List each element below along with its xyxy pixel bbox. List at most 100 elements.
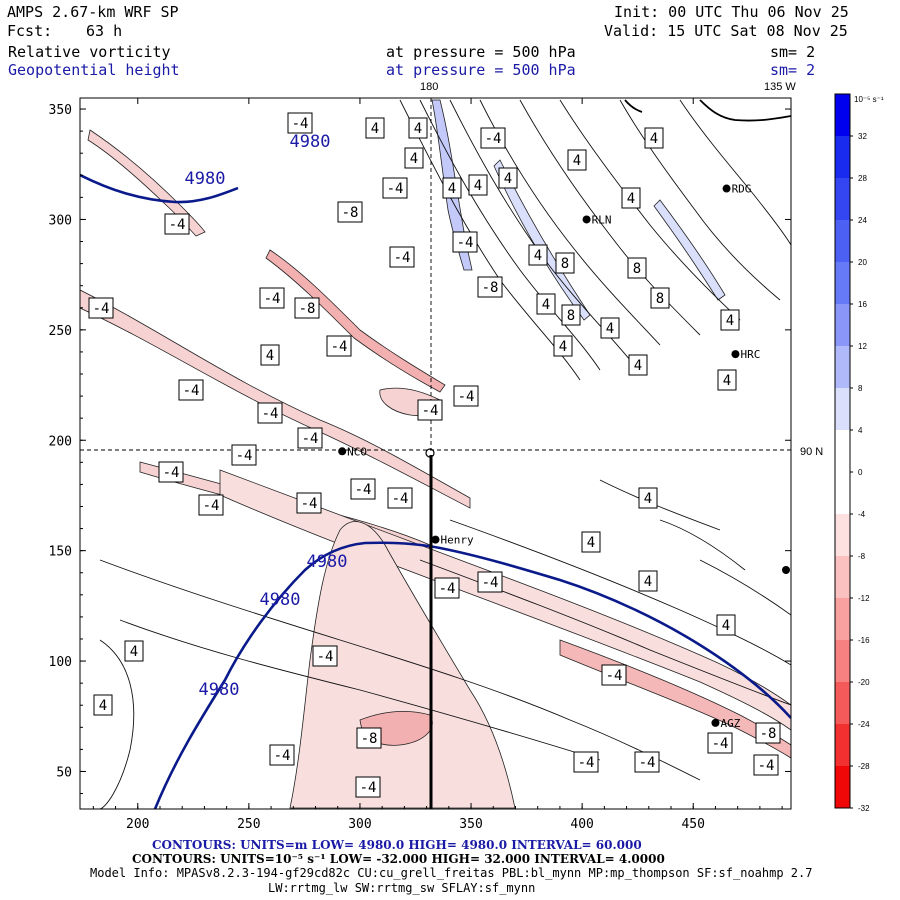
- contour-label: 4: [365, 117, 385, 139]
- contour-label: -4: [287, 112, 313, 134]
- contour-label-value: 4: [644, 574, 652, 590]
- height-contour-south: [153, 541, 791, 809]
- contour-label: -4: [452, 231, 478, 253]
- contour-label-box: [621, 187, 641, 209]
- contour-label: -4: [477, 571, 503, 593]
- station-hrc[interactable]: HRC: [731, 348, 760, 361]
- contour-label-box: [326, 335, 352, 357]
- contour-label: 8: [650, 287, 670, 309]
- contour-label-box: [198, 494, 224, 516]
- contour-label-box: [644, 127, 664, 149]
- contour-label: 4: [408, 117, 428, 139]
- contour-label-box: [389, 246, 415, 268]
- field-vorticity-smoothing: sm= 2: [770, 43, 816, 61]
- contour-label: 8: [627, 257, 647, 279]
- contour-label-value: -4: [93, 301, 110, 317]
- y-tick-label: 100: [49, 655, 72, 670]
- contour-label-value: -4: [163, 465, 180, 481]
- contour-label-box: [498, 167, 518, 189]
- colorbar-tick-label: -28: [858, 762, 870, 771]
- colorbar-tick-label: -24: [858, 720, 870, 729]
- contour-label-box: [561, 304, 581, 326]
- contour-label-box: [638, 570, 658, 592]
- colorbar-tick-label: -32: [858, 804, 870, 813]
- contour-label-box: [296, 492, 322, 514]
- lon-180-label: 180: [420, 81, 438, 93]
- lon-135w-label: 135 W: [764, 81, 796, 93]
- field-vorticity-level: at pressure = 500 hPa: [386, 43, 576, 61]
- contour-label-box: [528, 244, 548, 266]
- contour-label: -8: [337, 201, 363, 223]
- contour-label-value: 4: [130, 644, 138, 660]
- contour-label: -4: [707, 732, 733, 754]
- contour-label: 4: [528, 244, 548, 266]
- contour-label-box: [287, 112, 313, 134]
- station-rln[interactable]: RLN: [582, 213, 612, 226]
- contour-label-value: -4: [331, 339, 348, 355]
- contour-label-value: 4: [573, 153, 581, 169]
- contour-label-box: [93, 694, 113, 716]
- contour-label-box: [753, 754, 779, 776]
- colorbar-tick-label: -4: [858, 510, 866, 519]
- x-tick-label: 300: [348, 817, 371, 832]
- station-dot: [582, 215, 591, 224]
- contour-label-value: -4: [169, 217, 186, 233]
- footer-model-info: Model Info: MPASv8.2.3-194-gf29cd82c CU:…: [90, 866, 813, 880]
- y-tick-label: 250: [49, 324, 72, 339]
- station-dot: [338, 447, 347, 456]
- colorbar-tick-label: -16: [858, 636, 870, 645]
- contour-label: -4: [257, 402, 283, 424]
- contour-label-value: -4: [262, 406, 279, 422]
- contour-label-value: -4: [236, 448, 253, 464]
- vorticity-shading: [80, 99, 791, 809]
- contour-label: 4: [442, 177, 462, 199]
- contour-label-value: 4: [722, 618, 730, 634]
- contour-label: -4: [178, 379, 204, 401]
- colorbar-tick-label: 8: [858, 384, 863, 393]
- station-name: RLN: [592, 213, 612, 226]
- contour-label-box: [365, 117, 385, 139]
- contour-label-value: -4: [274, 748, 291, 764]
- colorbar-tick-label: 24: [858, 216, 867, 225]
- contour-label-box: [452, 231, 478, 253]
- colorbar-tick-label: 28: [858, 174, 867, 183]
- contour-label: 4: [404, 147, 424, 169]
- contour-label-value: 4: [410, 151, 418, 167]
- contour-label-value: -4: [758, 758, 775, 774]
- contour-label-value: 4: [504, 171, 512, 187]
- edge-station-dot: [782, 566, 790, 574]
- contour-label-box: [755, 722, 781, 744]
- shade-lobe-south: [289, 521, 516, 809]
- colorbar-swatch: [835, 598, 850, 641]
- contour-label-value: -4: [355, 482, 372, 498]
- contour-label-value: 8: [567, 308, 575, 324]
- contour-label: -4: [326, 335, 352, 357]
- contour-label-value: 4: [414, 121, 422, 137]
- y-tick-label: 300: [49, 213, 72, 228]
- contour-label: -4: [350, 478, 376, 500]
- contour-label: -4: [601, 664, 627, 686]
- colorbar: 10⁻⁵ s⁻¹ 32 28 24 20 16 12 8 4 0 -4 -8 -12 -16 -20 -24 -…: [834, 93, 884, 813]
- station-dot: [431, 535, 440, 544]
- footer-height-contours: CONTOURS: UNITS=m LOW= 4980.0 HIGH= 4980…: [152, 838, 642, 852]
- contour-label-box: [269, 744, 295, 766]
- contour-label-box: [297, 427, 323, 449]
- height-contour-label: 4980: [199, 680, 240, 700]
- station-henry[interactable]: Henry: [431, 534, 474, 547]
- x-tick-label: 400: [570, 817, 593, 832]
- contour-label: -4: [417, 399, 443, 421]
- station-name: RDG: [732, 183, 752, 196]
- station-rdg[interactable]: RDG: [722, 183, 752, 196]
- contour-label: -4: [480, 127, 506, 149]
- contour-label-value: 4: [542, 297, 550, 313]
- contour-label-value: -4: [392, 491, 409, 507]
- field-vorticity: Relative vorticity: [8, 43, 171, 61]
- contour-label-box: [382, 177, 408, 199]
- contour-label: -4: [198, 494, 224, 516]
- station-agz[interactable]: AGZ: [711, 717, 741, 730]
- contour-label-box: [417, 399, 443, 421]
- station-nco[interactable]: NCO: [338, 445, 367, 458]
- contour-label: -4: [296, 492, 322, 514]
- contour-label-box: [634, 751, 660, 773]
